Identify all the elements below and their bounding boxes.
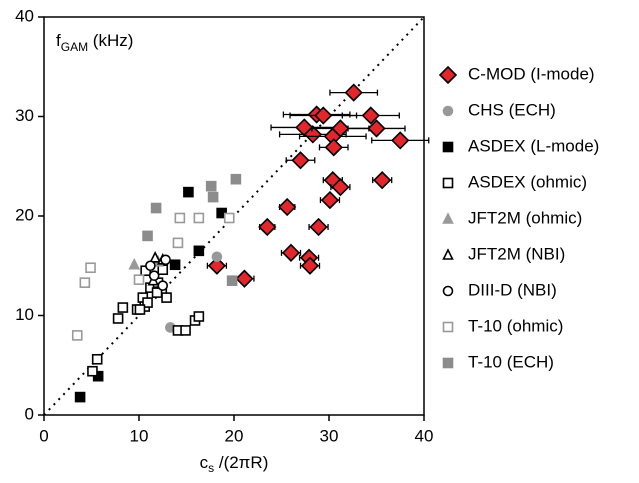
reference-line — [43, 16, 425, 416]
data-point — [391, 131, 410, 150]
legend-label: DIII-D (NBI) — [468, 280, 557, 299]
data-point — [207, 256, 227, 275]
y-tick-label: 10 — [15, 305, 34, 324]
data-point — [211, 251, 223, 263]
data-point — [373, 171, 392, 190]
data-point — [300, 256, 320, 275]
x-tick-label: 30 — [320, 426, 339, 445]
data-point — [314, 106, 333, 125]
data-point — [193, 212, 205, 224]
legend-marker — [442, 141, 454, 153]
legend-label: JFT2M (NBI) — [468, 244, 565, 263]
data-point — [367, 119, 386, 138]
y-tick-label: 0 — [25, 404, 34, 423]
data-point — [309, 217, 328, 237]
data-point — [117, 302, 129, 313]
data-point — [142, 297, 153, 308]
legend-marker — [442, 105, 454, 117]
data-point — [161, 292, 172, 303]
y-axis-label: fGAM (kHz) — [56, 31, 133, 54]
data-point — [291, 151, 310, 170]
data-point — [149, 251, 161, 263]
data-point — [207, 191, 219, 203]
x-tick-label: 0 — [39, 426, 48, 445]
data-point — [295, 118, 314, 137]
x-label-main: c — [200, 453, 209, 472]
legend-label: CHS (ECH) — [468, 100, 556, 119]
data-point — [87, 365, 98, 377]
data-point — [320, 190, 340, 210]
data-point — [169, 259, 181, 271]
data-point — [148, 270, 160, 282]
y-label-sub: GAM — [61, 40, 88, 54]
data-point — [344, 83, 363, 102]
data-point — [91, 353, 103, 365]
legend-marker — [442, 321, 454, 333]
data-point — [258, 217, 277, 237]
legend-label: ASDEX (ohmic) — [468, 172, 587, 191]
data-point — [205, 180, 217, 192]
data-point — [223, 212, 235, 224]
x-axis-label: cs /(2πR) — [200, 453, 269, 475]
legend-marker — [442, 248, 454, 260]
data-point — [331, 119, 350, 138]
data-point — [85, 262, 96, 274]
x-label-sub: s — [208, 461, 214, 475]
data-point — [133, 274, 145, 285]
data-point — [128, 257, 141, 270]
data-point — [142, 230, 153, 242]
legend-label: C-MOD (I-mode) — [468, 64, 595, 83]
legend-marker — [442, 357, 454, 369]
data-point — [157, 264, 169, 276]
y-tick-label: 40 — [15, 6, 34, 25]
data-point — [193, 311, 205, 322]
data-point — [180, 325, 191, 336]
data-point — [361, 106, 380, 125]
y-label-main: f — [56, 31, 61, 50]
legend-marker — [442, 177, 454, 189]
data-point — [226, 275, 238, 286]
data-point — [151, 287, 163, 298]
data-point — [74, 391, 86, 403]
data-point — [160, 254, 171, 266]
data-point — [112, 313, 124, 324]
data-point — [79, 277, 91, 288]
data-point — [235, 269, 254, 288]
data-point — [157, 280, 169, 291]
legend-label: T-10 (ohmic) — [468, 316, 563, 335]
legend-marker — [442, 212, 454, 224]
data-point — [172, 237, 184, 249]
data-point — [145, 260, 156, 272]
data-point — [331, 178, 350, 197]
data-point — [230, 173, 242, 185]
y-tick-label: 30 — [15, 106, 34, 125]
data-point — [193, 245, 205, 257]
data-point — [324, 138, 343, 157]
x-tick-label: 10 — [130, 426, 149, 445]
legend-label: JFT2M (ohmic) — [468, 208, 582, 227]
data-point — [278, 197, 297, 217]
legend-marker — [442, 285, 454, 297]
x-tick-label: 40 — [415, 426, 434, 445]
data-point — [134, 304, 146, 315]
legend-marker — [438, 65, 458, 85]
data-point — [150, 202, 162, 214]
legend-label: T-10 (ECH) — [468, 352, 554, 371]
x-tick-label: 20 — [225, 426, 244, 445]
legend-label: ASDEX (L-mode) — [468, 136, 599, 155]
data-point — [71, 330, 83, 341]
data-point — [281, 243, 301, 262]
y-tick-label: 20 — [15, 205, 34, 224]
data-point — [174, 212, 186, 224]
data-point — [183, 186, 194, 198]
data-point — [303, 125, 322, 144]
x-label-unit: /(2πR) — [214, 453, 268, 472]
y-label-unit: (kHz) — [88, 31, 133, 50]
